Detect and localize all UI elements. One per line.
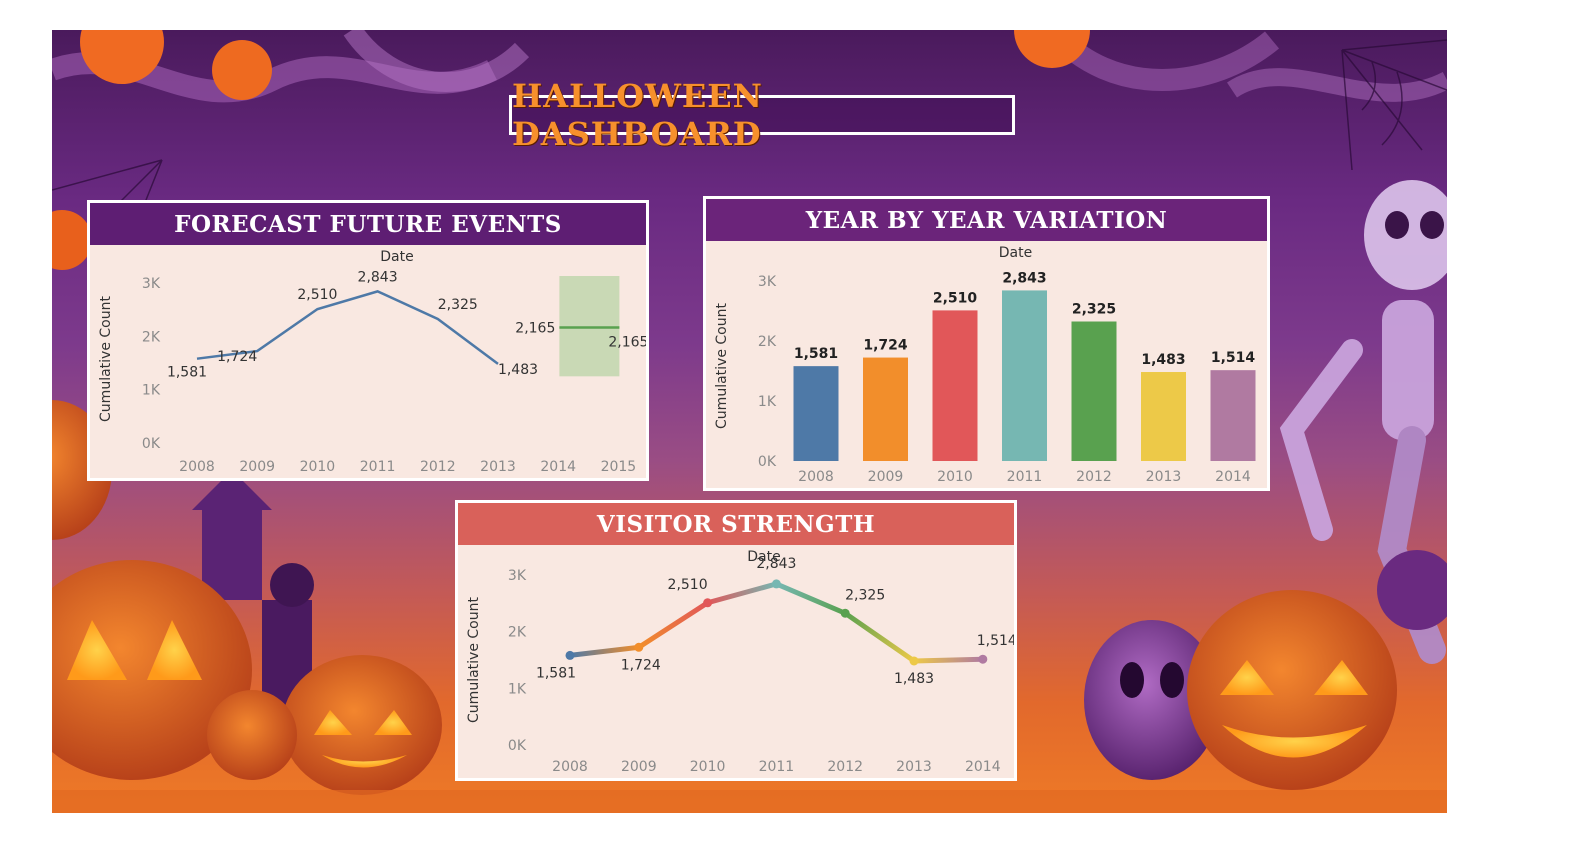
column-header-date: Date [999, 245, 1032, 261]
bar-value-label: 1,483 [1141, 352, 1185, 368]
x-tick-label: 2012 [827, 759, 863, 775]
x-tick-label: 2010 [937, 469, 973, 485]
y-tick-label: 3K [508, 568, 527, 584]
yoy-panel-title: YEAR BY YEAR VARIATION [706, 199, 1267, 241]
data-point [565, 650, 575, 660]
forecast-label-left: 2,165 [515, 321, 555, 337]
forecast-panel-title: FORECAST FUTURE EVENTS [90, 203, 646, 245]
x-tick-label: 2014 [965, 759, 1001, 775]
data-label: 2,325 [438, 297, 478, 313]
bar-value-label: 2,325 [1072, 302, 1116, 318]
forecast-band [559, 276, 620, 377]
bar [793, 366, 839, 461]
data-point [909, 656, 919, 666]
data-label: 1,514 [977, 633, 1014, 649]
bar-value-label: 1,724 [863, 338, 908, 354]
bar [863, 357, 908, 461]
bar-value-label: 2,843 [1002, 270, 1046, 286]
data-point [771, 579, 781, 589]
bar [1071, 321, 1117, 461]
x-tick-label: 2011 [1007, 469, 1043, 485]
y-tick-label: 0K [508, 738, 527, 754]
x-tick-label: 2013 [1146, 469, 1182, 485]
x-tick-label: 2011 [759, 759, 795, 775]
column-header-date: Date [747, 549, 780, 565]
x-tick-label: 2014 [540, 459, 576, 475]
data-label: 2,325 [845, 587, 885, 603]
data-point [840, 608, 850, 618]
y-tick-label: 1K [508, 681, 527, 697]
data-label: 1,724 [217, 349, 257, 365]
bar-value-label: 2,510 [933, 290, 978, 306]
y-tick-label: 0K [142, 436, 161, 452]
x-tick-label: 2014 [1215, 469, 1251, 485]
forecast-chart: Date Cumulative Count 0K 1K 2K 3K 2008 2009 2010… [98, 249, 646, 475]
y-axis-label: Cumulative Count [98, 296, 114, 422]
y-axis-label: Cumulative Count [714, 303, 730, 429]
series-segment [567, 644, 642, 658]
y-tick-label: 3K [758, 274, 777, 290]
data-point [634, 642, 644, 652]
y-tick-label: 1K [142, 383, 161, 399]
series-segment [911, 656, 986, 664]
visitor-panel: VISITOR STRENGTH Date Cumulative Count 0K 1… [455, 500, 1017, 781]
data-label: 2,843 [358, 269, 398, 285]
y-axis-label: Cumulative Count [466, 597, 482, 723]
data-label: 2,510 [668, 577, 708, 593]
series-segment [773, 581, 848, 616]
x-tick-label: 2015 [601, 459, 637, 475]
x-tick-label: 2008 [179, 459, 215, 475]
x-tick-label: 2009 [621, 759, 657, 775]
x-tick-label: 2009 [239, 459, 275, 475]
data-label: 2,843 [756, 556, 796, 572]
column-header-date: Date [380, 249, 413, 265]
data-point [703, 598, 713, 608]
data-label: 2,510 [297, 287, 337, 303]
series-segment [636, 600, 711, 650]
y-tick-label: 2K [142, 329, 161, 345]
y-tick-label: 3K [142, 276, 161, 292]
data-label: 1,581 [536, 665, 576, 681]
bar [1002, 290, 1047, 461]
data-label: 1,483 [498, 362, 538, 378]
x-tick-label: 2008 [798, 469, 834, 485]
x-tick-label: 2013 [896, 759, 932, 775]
data-label: 1,581 [167, 365, 207, 381]
x-tick-label: 2012 [420, 459, 456, 475]
yoy-chart: Date Cumulative Count 0K 1K 2K 3K 1,581 2008 1,7… [714, 245, 1256, 485]
series-segment [705, 581, 779, 606]
y-tick-label: 2K [758, 334, 777, 350]
x-tick-label: 2009 [868, 469, 904, 485]
x-tick-label: 2010 [300, 459, 336, 475]
bar [1210, 370, 1256, 461]
series-segment [842, 610, 917, 664]
data-label: 1,483 [894, 671, 934, 687]
y-tick-label: 2K [508, 625, 527, 641]
visitor-panel-title: VISITOR STRENGTH [458, 503, 1014, 545]
bar [1141, 372, 1186, 461]
visitor-chart: Date Cumulative Count 0K 1K 2K 3K 1,581 2008 1,7… [466, 549, 1014, 775]
x-tick-label: 2012 [1076, 469, 1112, 485]
bar [932, 310, 978, 461]
forecast-label-right: 2,165 [608, 335, 646, 351]
dashboard-title-box: HALLOWEEN DASHBOARD [509, 77, 1015, 153]
y-tick-label: 1K [758, 394, 777, 410]
x-tick-label: 2013 [480, 459, 516, 475]
forecast-panel: FORECAST FUTURE EVENTS Date Cumulative Co… [87, 200, 649, 481]
halloween-background-art [52, 30, 1447, 813]
yoy-panel: YEAR BY YEAR VARIATION Date Cumulative Co… [703, 196, 1270, 491]
dashboard-title: HALLOWEEN DASHBOARD [512, 77, 763, 153]
bar-value-label: 1,514 [1211, 350, 1256, 366]
x-tick-label: 2010 [690, 759, 726, 775]
bar-value-label: 1,581 [794, 346, 838, 362]
x-tick-label: 2008 [552, 759, 588, 775]
y-tick-label: 0K [758, 454, 777, 470]
data-point [978, 654, 988, 664]
x-tick-label: 2011 [360, 459, 396, 475]
forecast-series-line [196, 290, 499, 365]
data-label: 1,724 [621, 657, 661, 673]
